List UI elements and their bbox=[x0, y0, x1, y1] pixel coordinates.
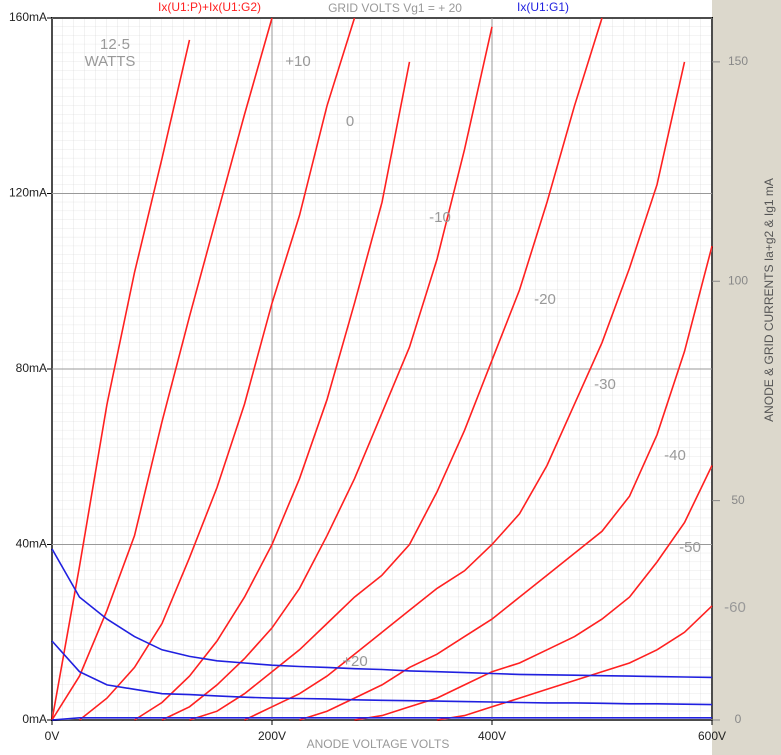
y2-axis-label: ANODE & GRID CURRENTS Ia+g2 & Ig1 mA bbox=[762, 178, 776, 422]
curve bbox=[51, 17, 273, 721]
y2-tick-label: 0 bbox=[735, 712, 742, 726]
legend-entry: Ix(U1:P)+Ix(U1:G2) bbox=[158, 0, 261, 14]
scan-annotation: +10 bbox=[285, 53, 310, 70]
x-tick-label: 600V bbox=[698, 729, 726, 743]
curve bbox=[51, 717, 712, 721]
curve bbox=[161, 26, 493, 721]
x-tick-label: 200V bbox=[258, 729, 286, 743]
y-tick-label: 80mA bbox=[16, 361, 47, 375]
scan-annotation: -20 bbox=[534, 291, 556, 308]
scan-annotation: +20 bbox=[342, 653, 367, 670]
scan-margin bbox=[712, 0, 781, 755]
curve bbox=[134, 61, 411, 721]
curve bbox=[436, 605, 713, 721]
scan-annotation: -30 bbox=[594, 376, 616, 393]
y2-tick-label: 50 bbox=[731, 493, 745, 507]
scan-annotation: -50 bbox=[679, 539, 701, 556]
scan-annotation: WATTS bbox=[85, 53, 136, 70]
curve bbox=[51, 640, 713, 706]
y2-tick-label: 150 bbox=[728, 54, 748, 68]
scan-annotation: 0 bbox=[346, 113, 354, 130]
curve bbox=[299, 245, 713, 721]
curve bbox=[244, 61, 686, 721]
curve bbox=[189, 17, 603, 721]
curve bbox=[51, 39, 191, 721]
scan-annotation: -60 bbox=[724, 599, 746, 616]
x-axis-label: ANODE VOLTAGE VOLTS bbox=[307, 737, 450, 751]
legend-entry: Ix(U1:G1) bbox=[517, 0, 569, 14]
y2-tick-label: 100 bbox=[728, 273, 748, 287]
x-tick-label: 400V bbox=[478, 729, 506, 743]
scan-annotation: -10 bbox=[429, 209, 451, 226]
curve bbox=[79, 17, 356, 721]
x-tick-label: 0V bbox=[45, 729, 60, 743]
y-tick-label: 0mA bbox=[22, 712, 47, 726]
curve bbox=[51, 548, 713, 679]
y-tick-label: 40mA bbox=[16, 537, 47, 551]
scan-annotation: 12·5 bbox=[100, 36, 130, 53]
scan-annotation: -40 bbox=[664, 447, 686, 464]
y-tick-label: 120mA bbox=[9, 186, 47, 200]
scan-title: GRID VOLTS Vg1 = + 20 bbox=[328, 1, 462, 15]
curve bbox=[354, 465, 713, 721]
y-tick-label: 160mA bbox=[9, 10, 47, 24]
